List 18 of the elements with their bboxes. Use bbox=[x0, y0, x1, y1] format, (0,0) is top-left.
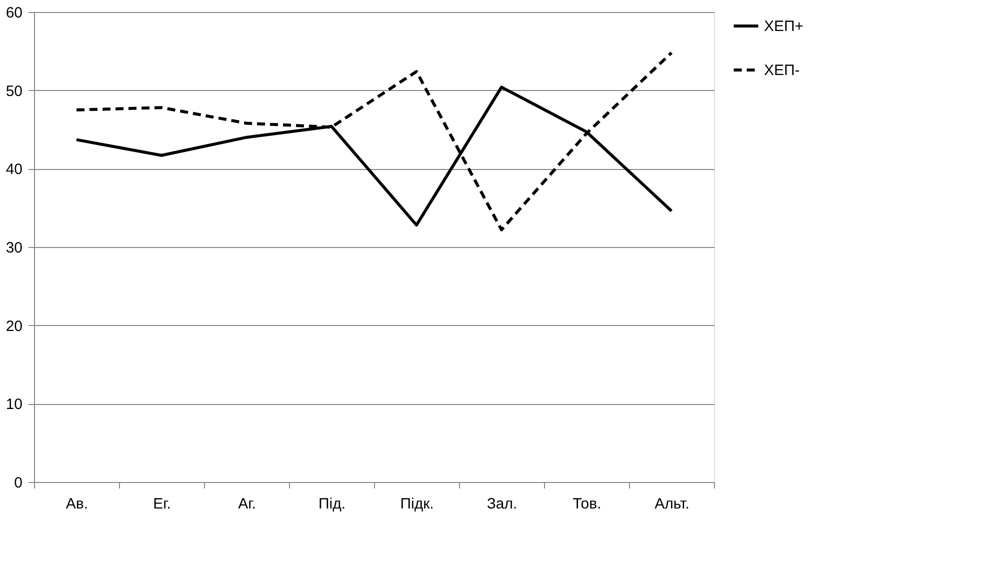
x-tick-label: Ав. bbox=[66, 496, 88, 512]
x-tick-label: Ег. bbox=[153, 496, 171, 512]
x-tick-label: Зал. bbox=[486, 496, 518, 512]
y-tick-label: 20 bbox=[6, 318, 22, 335]
line-series bbox=[75, 51, 673, 232]
x-tick-label: Підк. bbox=[400, 496, 434, 512]
y-tick-label: 30 bbox=[6, 240, 22, 256]
y-tick-label: 0 bbox=[14, 474, 22, 492]
x-tick-label: Тов. bbox=[572, 496, 602, 512]
legend-label: ХЕП+ bbox=[764, 18, 804, 35]
y-tick-label: 10 bbox=[6, 396, 22, 414]
y-tick-label: 50 bbox=[6, 82, 22, 100]
y-tick-label: 40 bbox=[6, 161, 22, 178]
y-tick-label: 60 bbox=[6, 4, 22, 22]
x-tick-label: Аг. bbox=[238, 496, 256, 512]
x-tick-label: Під. bbox=[318, 496, 346, 512]
legend-label: ХЕП- bbox=[764, 62, 800, 79]
x-tick-label: Альт. bbox=[654, 496, 690, 512]
